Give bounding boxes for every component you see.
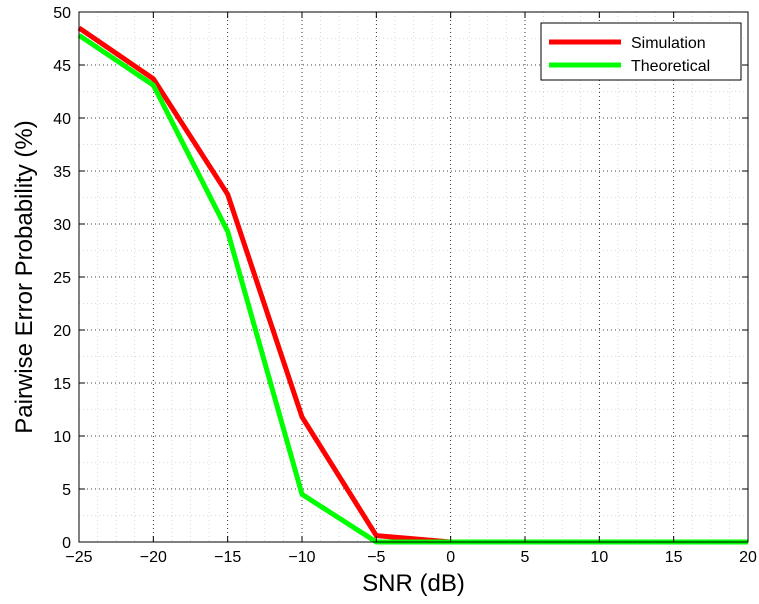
- x-tick-label: −15: [214, 549, 241, 566]
- y-tick-label: 10: [53, 429, 71, 446]
- x-tick-label: −20: [140, 549, 167, 566]
- x-tick-label: 0: [446, 549, 455, 566]
- major-grid: [79, 12, 748, 542]
- y-tick-label: 5: [62, 482, 71, 499]
- y-tick-label: 25: [53, 270, 71, 287]
- y-tick-label: 15: [53, 376, 71, 393]
- y-tick-label: 0: [62, 535, 71, 552]
- legend-label: Theoretical: [631, 58, 710, 75]
- y-tick-label: 45: [53, 58, 71, 75]
- y-tick-label: 50: [53, 5, 71, 22]
- legend-box: [540, 22, 742, 81]
- x-tick-label: 5: [521, 549, 530, 566]
- legend-label: Simulation: [631, 35, 706, 52]
- y-tick-label: 30: [53, 217, 71, 234]
- x-tick-label: 10: [590, 549, 608, 566]
- axis-ticks: [78, 11, 749, 543]
- y-tick-label: 35: [53, 164, 71, 181]
- y-tick-label: 40: [53, 111, 71, 128]
- y-tick-label: 20: [53, 323, 71, 340]
- x-tick-label: −5: [367, 549, 385, 566]
- y-tick-labels: 0 5 10 15 20 25 30 35 40 45 50: [53, 5, 71, 552]
- x-tick-label: 15: [665, 549, 683, 566]
- x-tick-label: −25: [65, 549, 92, 566]
- x-tick-label: 20: [739, 549, 757, 566]
- x-tick-labels: −25 −20 −15 −10 −5 0 5 10 15 20: [65, 549, 757, 566]
- legend: Simulation Theoretical: [540, 22, 742, 81]
- y-axis-label: Pairwise Error Probability (%): [11, 120, 38, 433]
- x-axis-label: SNR (dB): [362, 570, 465, 597]
- x-tick-label: −10: [288, 549, 315, 566]
